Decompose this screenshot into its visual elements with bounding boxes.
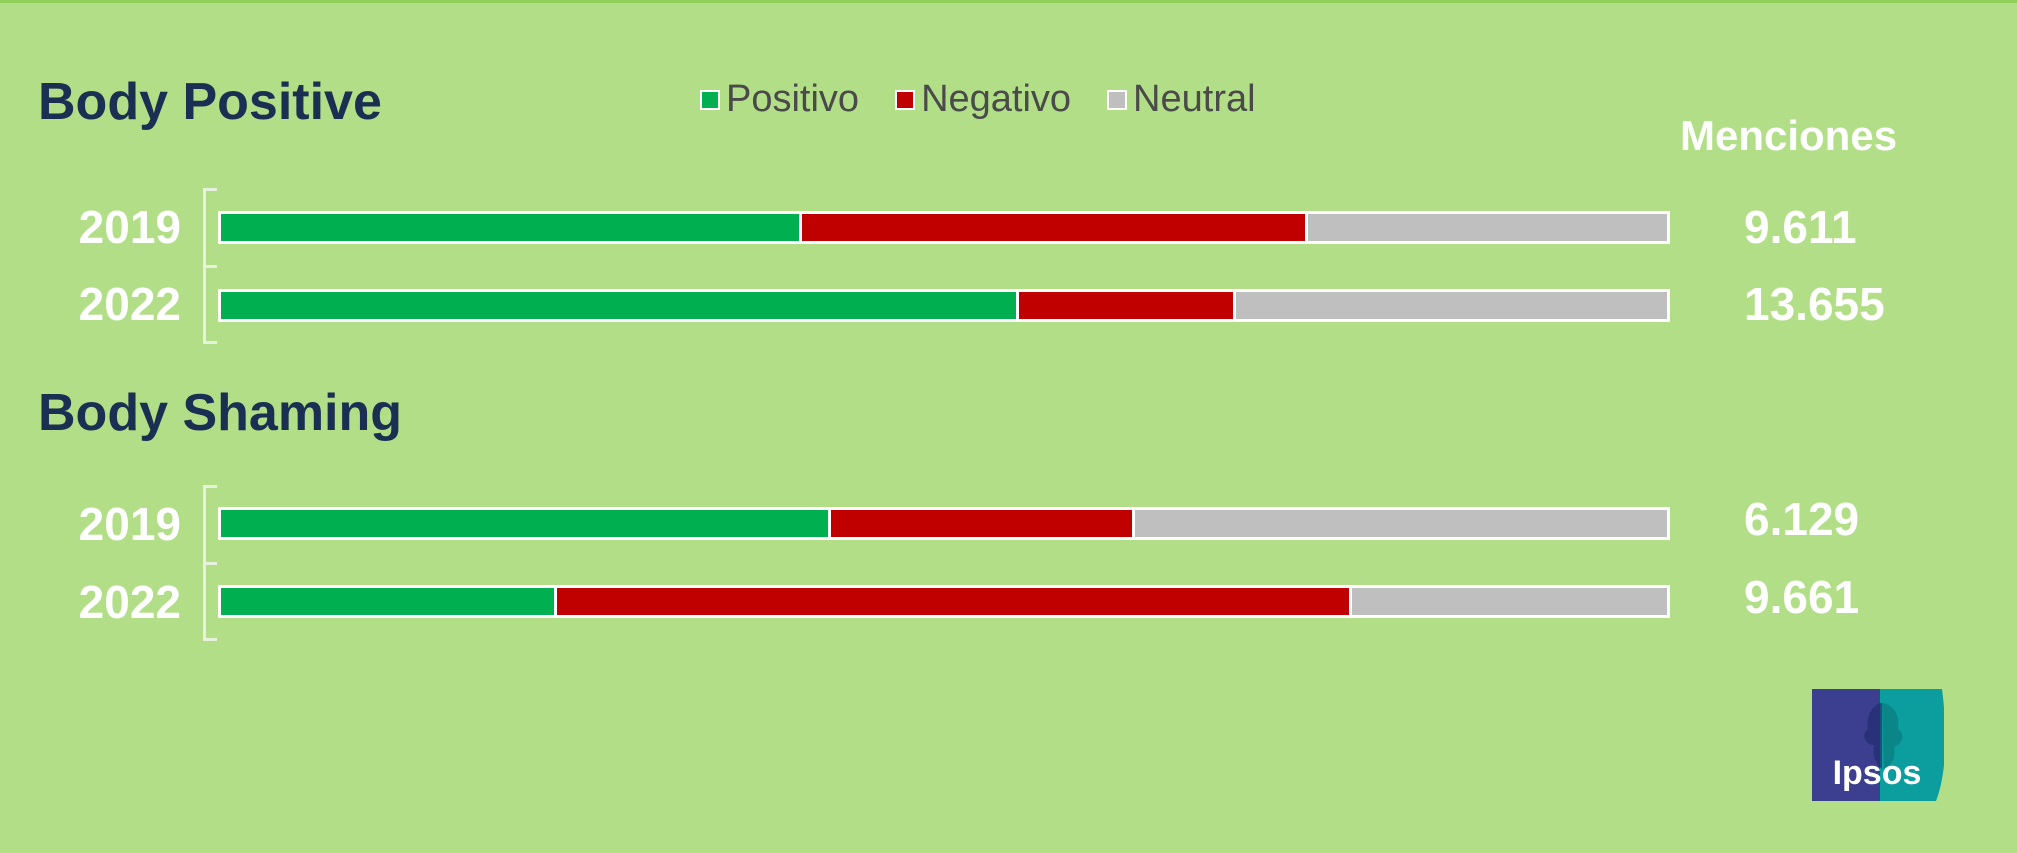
bar-segment-negativo [828, 510, 1132, 537]
bracket-tick [203, 638, 217, 641]
section-title-body-shaming: Body Shaming [38, 384, 403, 442]
legend-item-neutral: Neutral [1107, 78, 1256, 121]
bar-segment-positivo [221, 588, 554, 615]
mentions-value: 9.661 [1744, 571, 1860, 623]
bar-segment-neutral [1305, 214, 1667, 241]
stacked-bar [218, 289, 1670, 322]
stacked-bar [218, 507, 1670, 540]
legend-item-positivo: Positivo [700, 78, 859, 121]
year-label: 2022 [78, 278, 181, 330]
bracket-tick [203, 485, 217, 488]
chart-legend: Positivo Negativo Neutral [700, 78, 1292, 121]
legend-swatch-neutral [1107, 89, 1128, 110]
stacked-bar [218, 211, 1670, 244]
bracket-tick [203, 341, 217, 344]
legend-swatch-positivo [700, 89, 720, 110]
legend-item-negativo: Negativo [895, 78, 1071, 121]
bar-segment-positivo [221, 214, 800, 241]
bracket-tick [203, 562, 217, 565]
bracket-tick [203, 188, 217, 191]
bar-segment-positivo [221, 292, 1017, 319]
bar-segment-positivo [221, 510, 829, 537]
legend-label-positivo: Positivo [726, 78, 860, 120]
bar-segment-negativo [553, 588, 1349, 615]
logo-text: Ipsos [1832, 754, 1922, 792]
bar-segment-negativo [799, 214, 1306, 241]
bar-segment-neutral [1348, 588, 1667, 615]
legend-swatch-negativo [895, 89, 916, 110]
bracket-body-shaming [203, 485, 220, 641]
ipsos-logo-icon [1812, 689, 1944, 801]
mentions-header: Menciones [1680, 112, 1898, 159]
mentions-value: 13.655 [1744, 278, 1885, 330]
top-border [0, 0, 2017, 3]
bar-segment-negativo [1016, 292, 1234, 319]
ipsos-logo: Ipsos [1810, 685, 1944, 805]
bar-segment-neutral [1233, 292, 1667, 319]
legend-label-negativo: Negativo [921, 78, 1072, 120]
stacked-bar [218, 585, 1670, 618]
mentions-value: 6.129 [1744, 493, 1860, 545]
legend-label-neutral: Neutral [1133, 78, 1256, 120]
year-label: 2019 [78, 201, 181, 253]
mentions-value: 9.611 [1744, 201, 1857, 253]
year-label: 2022 [78, 576, 181, 628]
bracket-tick [203, 265, 217, 268]
year-label: 2019 [78, 498, 181, 550]
bar-segment-neutral [1131, 510, 1667, 537]
bracket-body-positive [203, 188, 220, 344]
section-title-body-positive: Body Positive [38, 73, 382, 131]
